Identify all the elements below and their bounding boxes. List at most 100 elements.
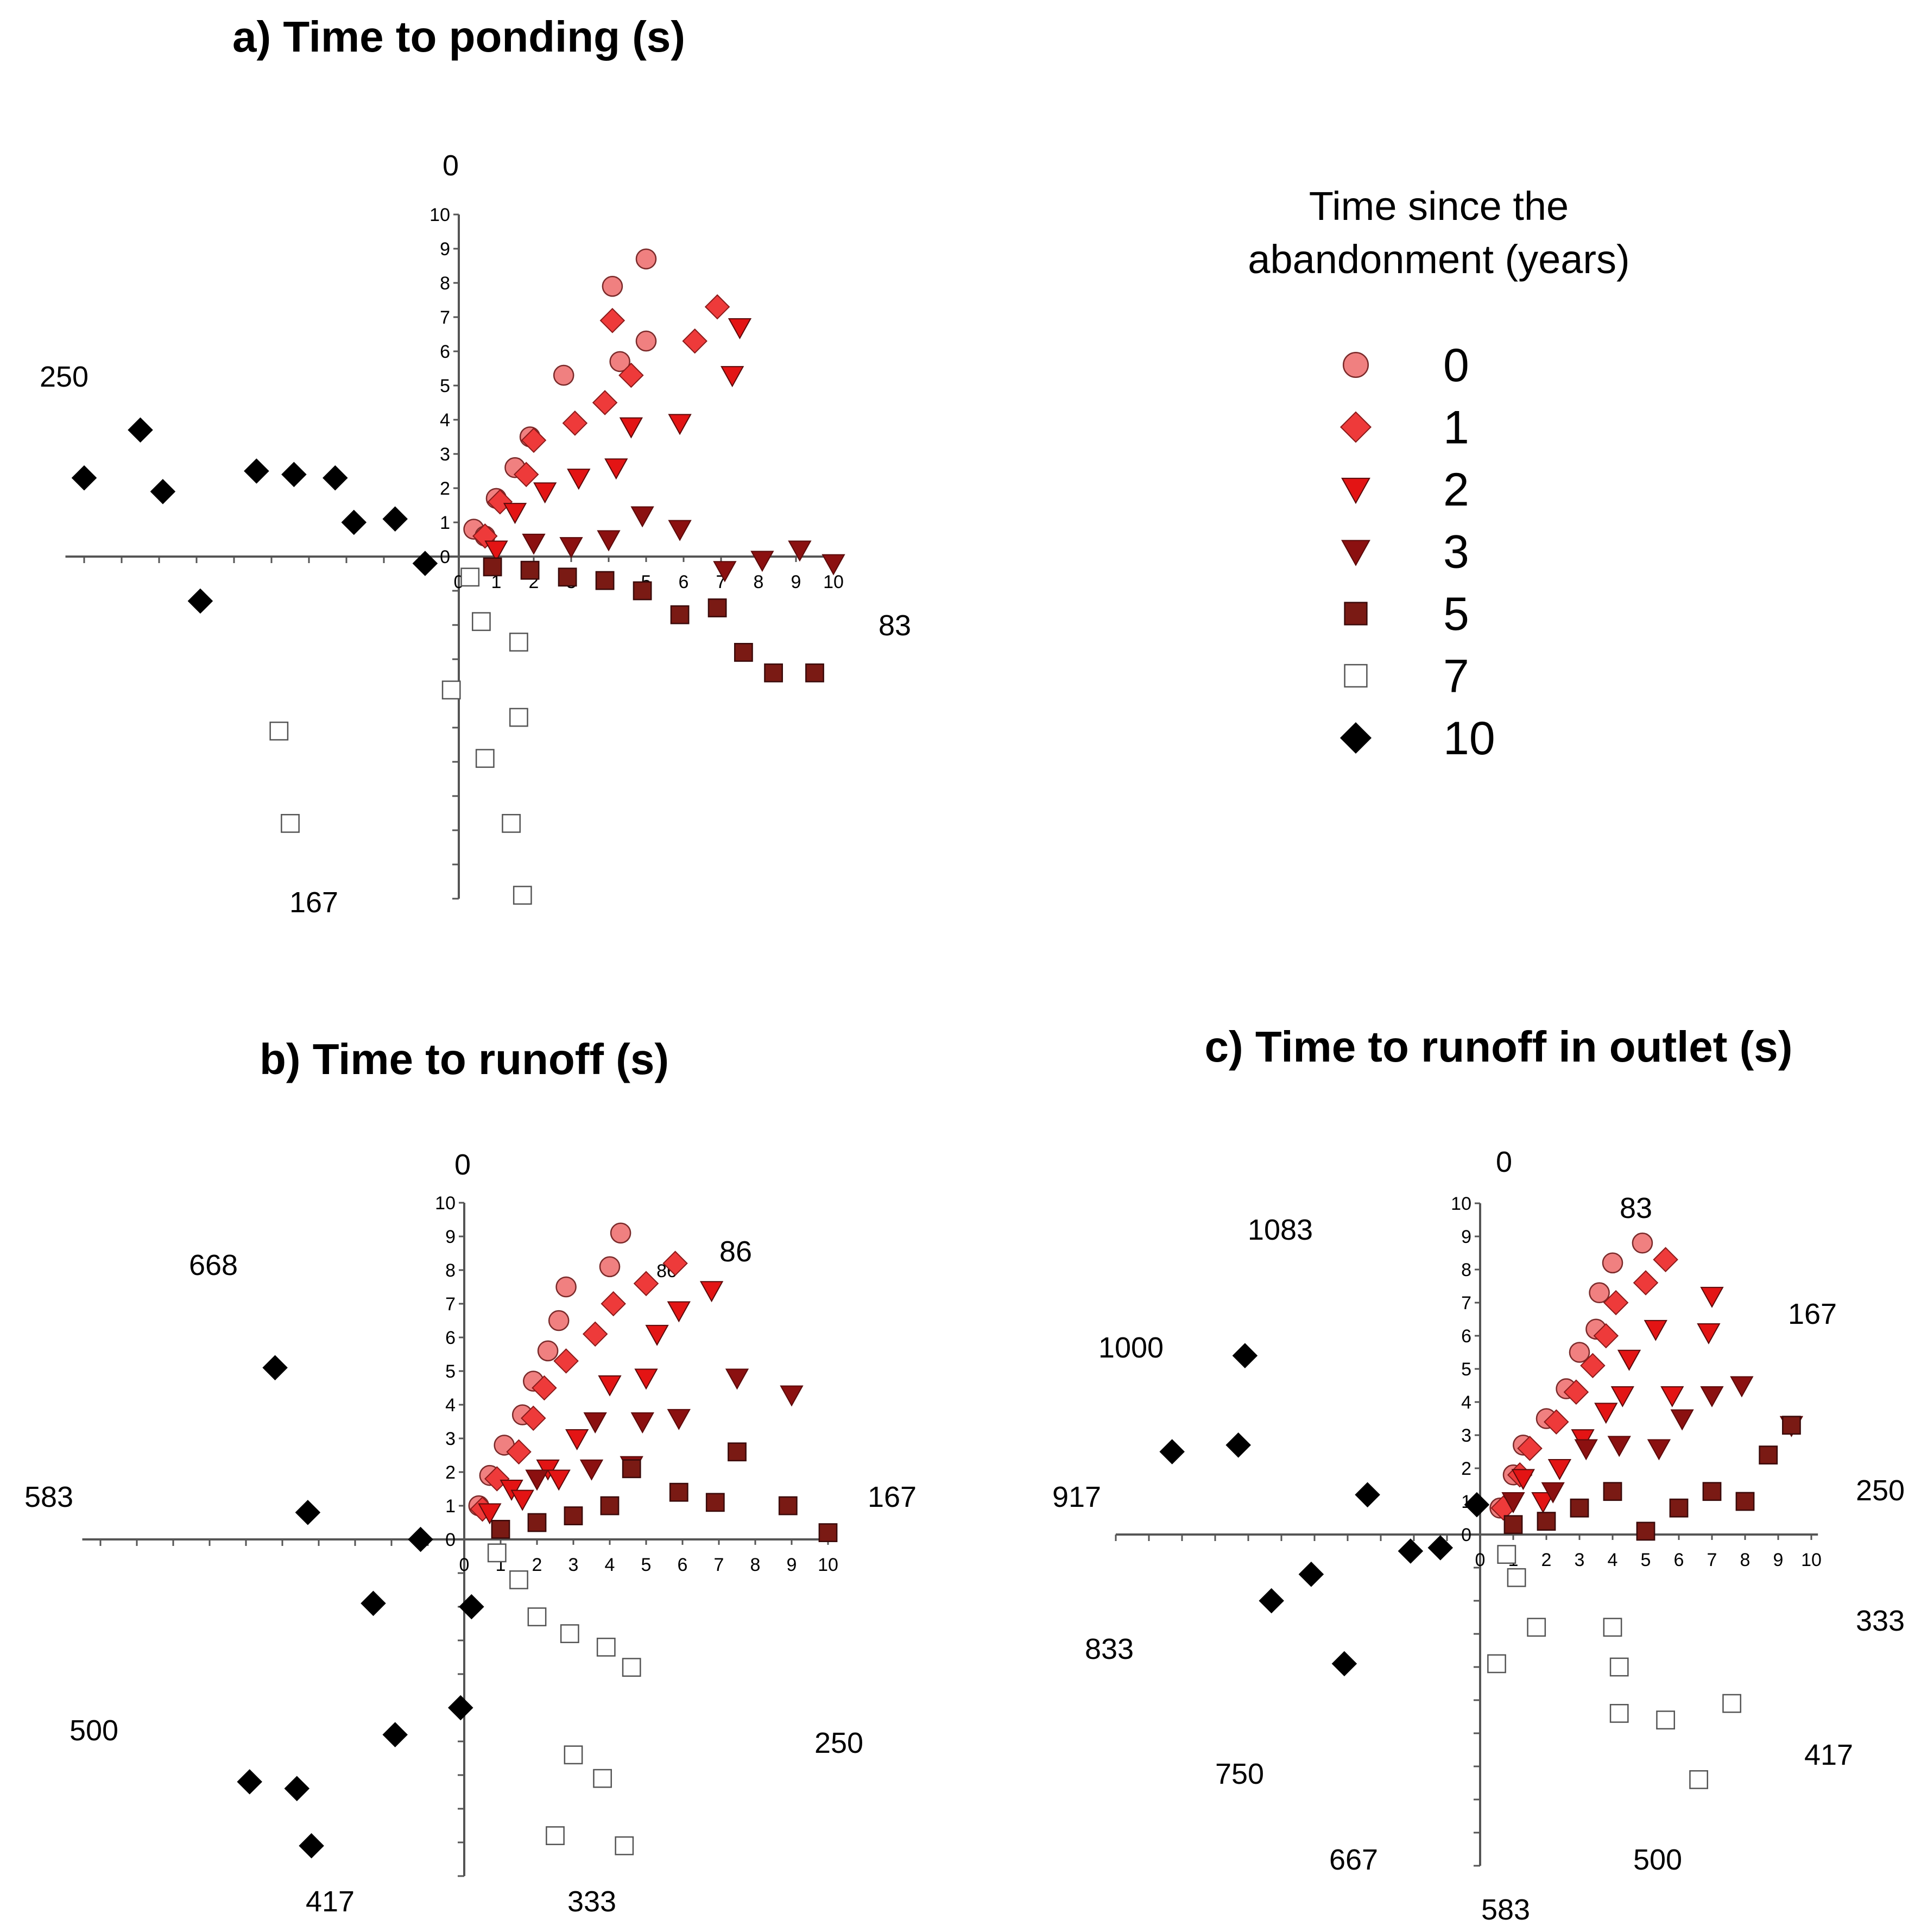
legend: Time since the abandonment (years) 0 1 2 3 5… [1248, 184, 1629, 765]
y-tick-label: 4 [1461, 1392, 1471, 1413]
y-tick-label: 7 [1461, 1293, 1471, 1314]
y-tick-label: 4 [445, 1395, 456, 1416]
x-tick-label: 2 [1541, 1550, 1552, 1570]
point-year-1 [553, 1348, 579, 1374]
legend-label-2: 2 [1443, 464, 1469, 516]
point-year-5 [805, 663, 824, 683]
legend-marker-3 [1341, 540, 1370, 566]
point-year-7 [564, 1745, 583, 1765]
panel-a-angle-label-83: 83 [879, 609, 911, 642]
point-year-5 [1603, 1482, 1622, 1501]
point-year-2 [547, 1469, 571, 1491]
y-tick-label: 0 [440, 547, 450, 567]
point-year-5 [1702, 1482, 1722, 1501]
point-year-3 [667, 1409, 691, 1430]
x-tick-label: 10 [818, 1555, 838, 1575]
point-year-1 [599, 308, 625, 333]
point-year-10 [187, 588, 213, 614]
point-year-10 [412, 551, 438, 576]
point-year-0 [610, 1222, 631, 1244]
point-year-2 [667, 1301, 691, 1323]
point-year-7 [509, 708, 528, 727]
point-year-10 [281, 462, 307, 488]
point-year-3 [1730, 1376, 1754, 1398]
point-year-5 [1669, 1498, 1689, 1518]
point-year-2 [728, 318, 752, 339]
point-year-0 [548, 1310, 570, 1331]
point-year-10 [323, 465, 348, 491]
point-year-7 [281, 814, 300, 833]
x-tick-label: 4 [1608, 1550, 1618, 1570]
panel-b-angle-label-417: 417 [306, 1885, 355, 1918]
panel-b-angle-label-86: 86 [719, 1235, 752, 1268]
point-year-1 [1653, 1247, 1678, 1272]
point-year-7 [460, 567, 480, 587]
x-tick-label: 7 [1707, 1550, 1717, 1570]
point-year-1 [1517, 1436, 1543, 1461]
point-year-2 [1617, 1349, 1641, 1371]
point-year-5 [707, 598, 727, 617]
panel-c-angle-label-583: 583 [1481, 1893, 1530, 1926]
point-year-2 [619, 417, 643, 439]
panel-a-angle-label-0: 0 [443, 149, 459, 182]
y-tick-label: 0 [1461, 1525, 1471, 1545]
y-tick-label: 4 [440, 410, 450, 431]
y-tick-label: 9 [445, 1227, 456, 1247]
point-year-7 [509, 1570, 528, 1589]
point-year-10 [341, 509, 367, 535]
point-year-2 [699, 1281, 724, 1303]
panel-c-time-to-runoff-in-outlet: c) Time to runoff in outlet (s) 00112233… [1052, 1022, 1905, 1926]
panel-c-angle-label-167: 167 [1788, 1298, 1837, 1330]
point-year-7 [560, 1624, 579, 1643]
point-year-3 [1501, 1492, 1525, 1514]
point-year-1 [532, 1375, 557, 1401]
point-year-1 [618, 362, 644, 388]
point-year-10 [408, 1526, 433, 1552]
point-year-10 [1232, 1343, 1258, 1368]
point-year-7 [441, 680, 461, 700]
panel-c-angle-labels: 0 83 167 250 333 417 500 583 667 750 833… [1052, 1146, 1905, 1926]
point-year-5 [1782, 1416, 1801, 1435]
point-year-3 [630, 506, 654, 528]
y-tick-label: 10 [435, 1193, 456, 1214]
point-year-3 [1700, 1386, 1724, 1407]
point-year-7 [1527, 1618, 1546, 1637]
point-year-3 [525, 1469, 549, 1491]
point-year-1 [592, 390, 618, 415]
legend-label-10: 10 [1443, 712, 1495, 765]
y-tick-label: 5 [440, 376, 450, 396]
point-year-10 [284, 1776, 310, 1802]
point-year-1 [633, 1271, 659, 1297]
x-tick-label: 8 [1740, 1550, 1751, 1570]
point-year-10 [459, 1594, 484, 1620]
point-year-7 [472, 612, 491, 632]
legend-items: 0 1 2 3 5 7 10 [1339, 339, 1495, 765]
y-tick-label: 3 [440, 444, 450, 465]
y-tick-label: 9 [1461, 1227, 1471, 1247]
x-tick-label: 8 [750, 1555, 761, 1575]
y-tick-label: 10 [429, 205, 450, 225]
legend-label-0: 0 [1443, 339, 1469, 392]
point-year-1 [682, 328, 707, 354]
panel-a-angle-label-167: 167 [289, 886, 338, 919]
x-tick-label: 6 [678, 1555, 688, 1575]
point-year-1 [484, 1466, 510, 1492]
point-year-7 [546, 1826, 565, 1845]
point-year-7 [1507, 1568, 1526, 1587]
point-year-1 [472, 523, 498, 549]
x-tick-label: 5 [641, 1555, 652, 1575]
point-year-3 [788, 540, 812, 562]
point-year-7 [596, 1638, 616, 1657]
point-year-10 [1298, 1561, 1324, 1587]
point-year-3 [713, 561, 737, 583]
point-year-7 [1609, 1704, 1629, 1723]
point-year-10 [237, 1769, 262, 1795]
point-year-10 [361, 1590, 386, 1617]
point-year-0 [553, 364, 574, 386]
point-year-3 [1647, 1439, 1671, 1461]
point-year-5 [633, 581, 652, 601]
x-tick-label: 9 [787, 1555, 797, 1575]
point-year-10 [295, 1500, 321, 1525]
